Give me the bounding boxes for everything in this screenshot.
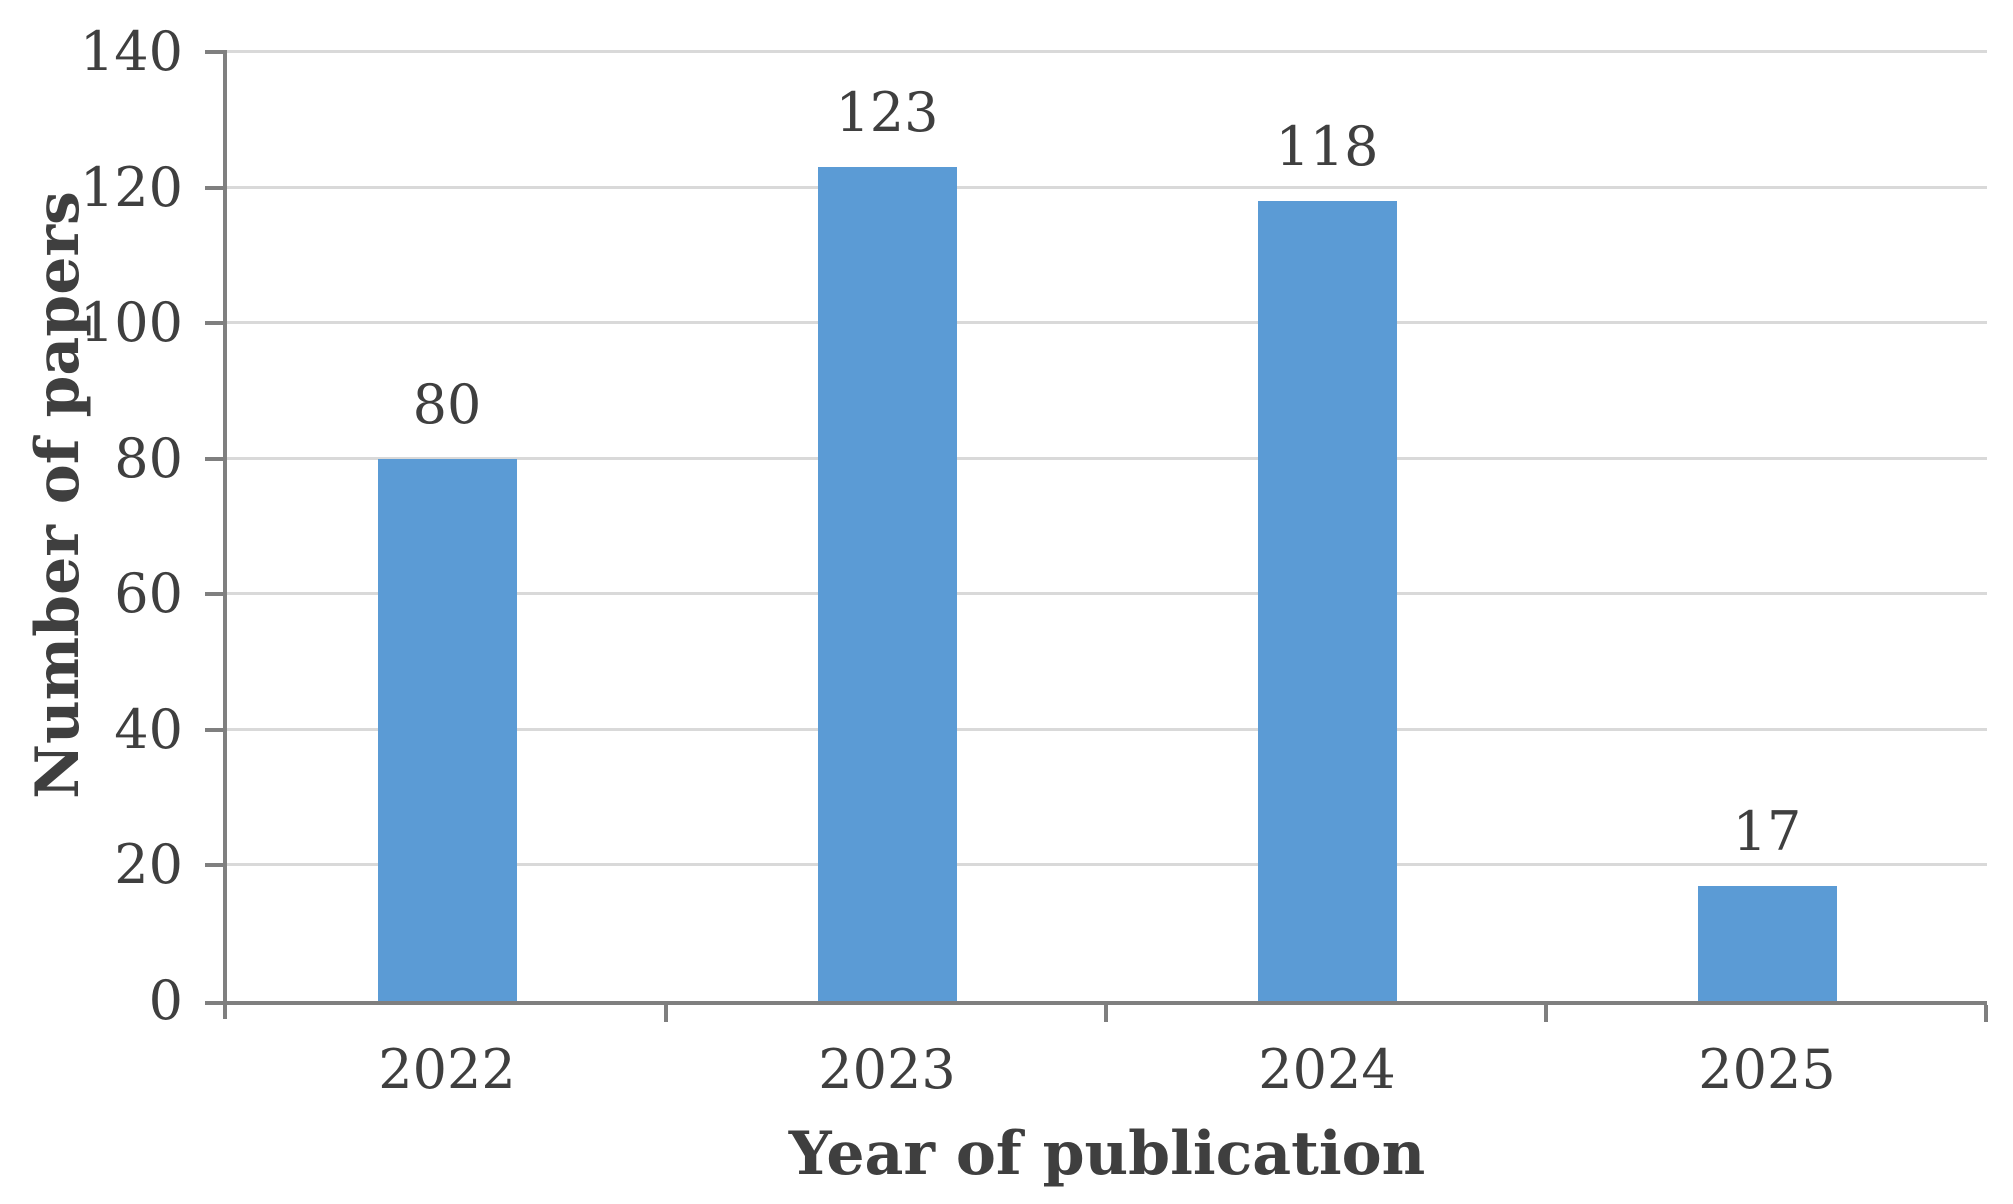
y-axis-tick-40 [205, 727, 223, 732]
gridline-y-100 [227, 321, 1987, 325]
y-tick-label-120: 120 [79, 156, 183, 219]
bar-value-label: 80 [412, 373, 482, 436]
bar-2025 [1698, 886, 1837, 1001]
bar-value-label: 118 [1275, 115, 1379, 178]
x-axis-tick-3 [1544, 1005, 1548, 1022]
y-axis-tick-20 [205, 863, 223, 868]
y-tick-label-0: 0 [148, 969, 183, 1032]
plot-area: 80 123 118 17 [205, 50, 1988, 1022]
y-tick-label-40: 40 [114, 698, 183, 761]
bar-2023 [818, 167, 957, 1001]
x-tick-label-2022: 2022 [378, 1038, 516, 1101]
x-axis-tick-4 [1984, 1005, 1988, 1022]
y-tick-label-80: 80 [114, 427, 183, 490]
y-axis-line [223, 50, 227, 1019]
y-tick-label-20: 20 [114, 833, 183, 896]
x-tick-label-2024: 2024 [1258, 1038, 1396, 1101]
bar-value-label: 17 [1732, 800, 1802, 863]
gridline-y-40 [227, 727, 1987, 731]
y-tick-label-100: 100 [79, 291, 183, 354]
y-tick-label-140: 140 [79, 20, 183, 83]
x-tick-label-2023: 2023 [818, 1038, 956, 1101]
y-axis-tick-140 [205, 50, 223, 54]
bar-value-label: 123 [835, 81, 939, 144]
gridline-y-140 [227, 50, 1987, 53]
bar-2022 [378, 459, 517, 1001]
x-tick-label-2025: 2025 [1698, 1038, 1836, 1101]
gridline-y-20 [227, 863, 1987, 867]
y-axis-tick-120 [205, 185, 223, 190]
x-axis-line [205, 1001, 1987, 1005]
bar-2024 [1258, 201, 1397, 1001]
gridline-y-60 [227, 592, 1987, 596]
y-axis-tick-60 [205, 592, 223, 597]
x-axis-tick-2 [1104, 1005, 1108, 1022]
y-axis-tick-80 [205, 456, 223, 461]
gridline-y-80 [227, 456, 1987, 460]
x-axis-title: Year of publication [788, 1119, 1426, 1189]
x-axis-tick-1 [664, 1005, 668, 1022]
y-tick-label-60: 60 [114, 562, 183, 625]
gridline-y-120 [227, 185, 1987, 189]
y-axis-tick-100 [205, 321, 223, 326]
